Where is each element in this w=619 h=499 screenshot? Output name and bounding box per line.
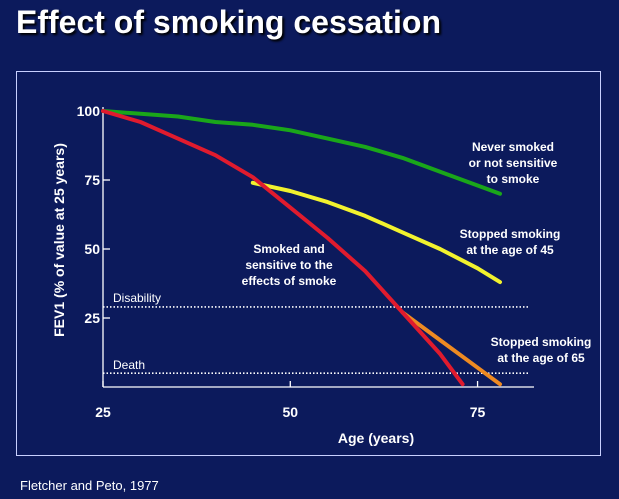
- annotation-never-smoked: Never smoked or not sensitive to smoke: [469, 140, 558, 186]
- annotation-line: Stopped smoking: [460, 227, 561, 241]
- reference-label-death: Death: [113, 358, 145, 372]
- reference-label-disability: Disability: [113, 291, 161, 305]
- annotation-line: at the age of 65: [497, 351, 585, 365]
- annotation-line: to smoke: [487, 172, 540, 186]
- annotation-line: sensitive to the: [245, 258, 333, 272]
- series-line-stopped-at-65: [400, 310, 502, 387]
- annotations: Never smoked or not sensitive to smoke Stop…: [242, 140, 592, 365]
- chart-frame: [16, 71, 601, 456]
- x-tick-label: 25: [95, 404, 111, 420]
- annotation-line: effects of smoke: [242, 274, 337, 288]
- series-line-smoked-sensitive: [101, 109, 465, 387]
- annotation-smoked-sensitive: Smoked and sensitive to the effects of smo…: [242, 242, 337, 288]
- annotation-stopped-at-65: Stopped smoking at the age of 65: [491, 335, 592, 365]
- series-lines: [101, 109, 502, 387]
- annotation-stopped-at-45: Stopped smoking at the age of 45: [460, 227, 561, 257]
- annotation-line: at the age of 45: [466, 243, 554, 257]
- series-line-stopped-at-45: [250, 180, 502, 285]
- y-tick-label: 75: [84, 172, 100, 188]
- reference-lines: Disability Death: [103, 291, 530, 375]
- series-line-never-smoked: [101, 109, 502, 196]
- x-tick-label: 50: [282, 404, 298, 420]
- y-tick-label: 100: [77, 103, 101, 119]
- x-tick-label: 75: [470, 404, 486, 420]
- axes: 25 50 75 100 25 50 75 Age (years) FEV1 (% of val…: [51, 103, 534, 446]
- y-tick-label: 50: [84, 241, 100, 257]
- annotation-line: Never smoked: [472, 140, 554, 154]
- x-axis-title: Age (years): [338, 430, 414, 446]
- annotation-line: Stopped smoking: [491, 335, 592, 349]
- y-tick-label: 25: [84, 310, 100, 326]
- source-citation: Fletcher and Peto, 1977: [20, 478, 159, 493]
- slide-title: Effect of smoking cessation: [16, 4, 441, 40]
- y-axis-title: FEV1 (% of value at 25 years): [51, 143, 67, 337]
- annotation-line: Smoked and: [253, 242, 324, 256]
- annotation-line: or not sensitive: [469, 156, 558, 170]
